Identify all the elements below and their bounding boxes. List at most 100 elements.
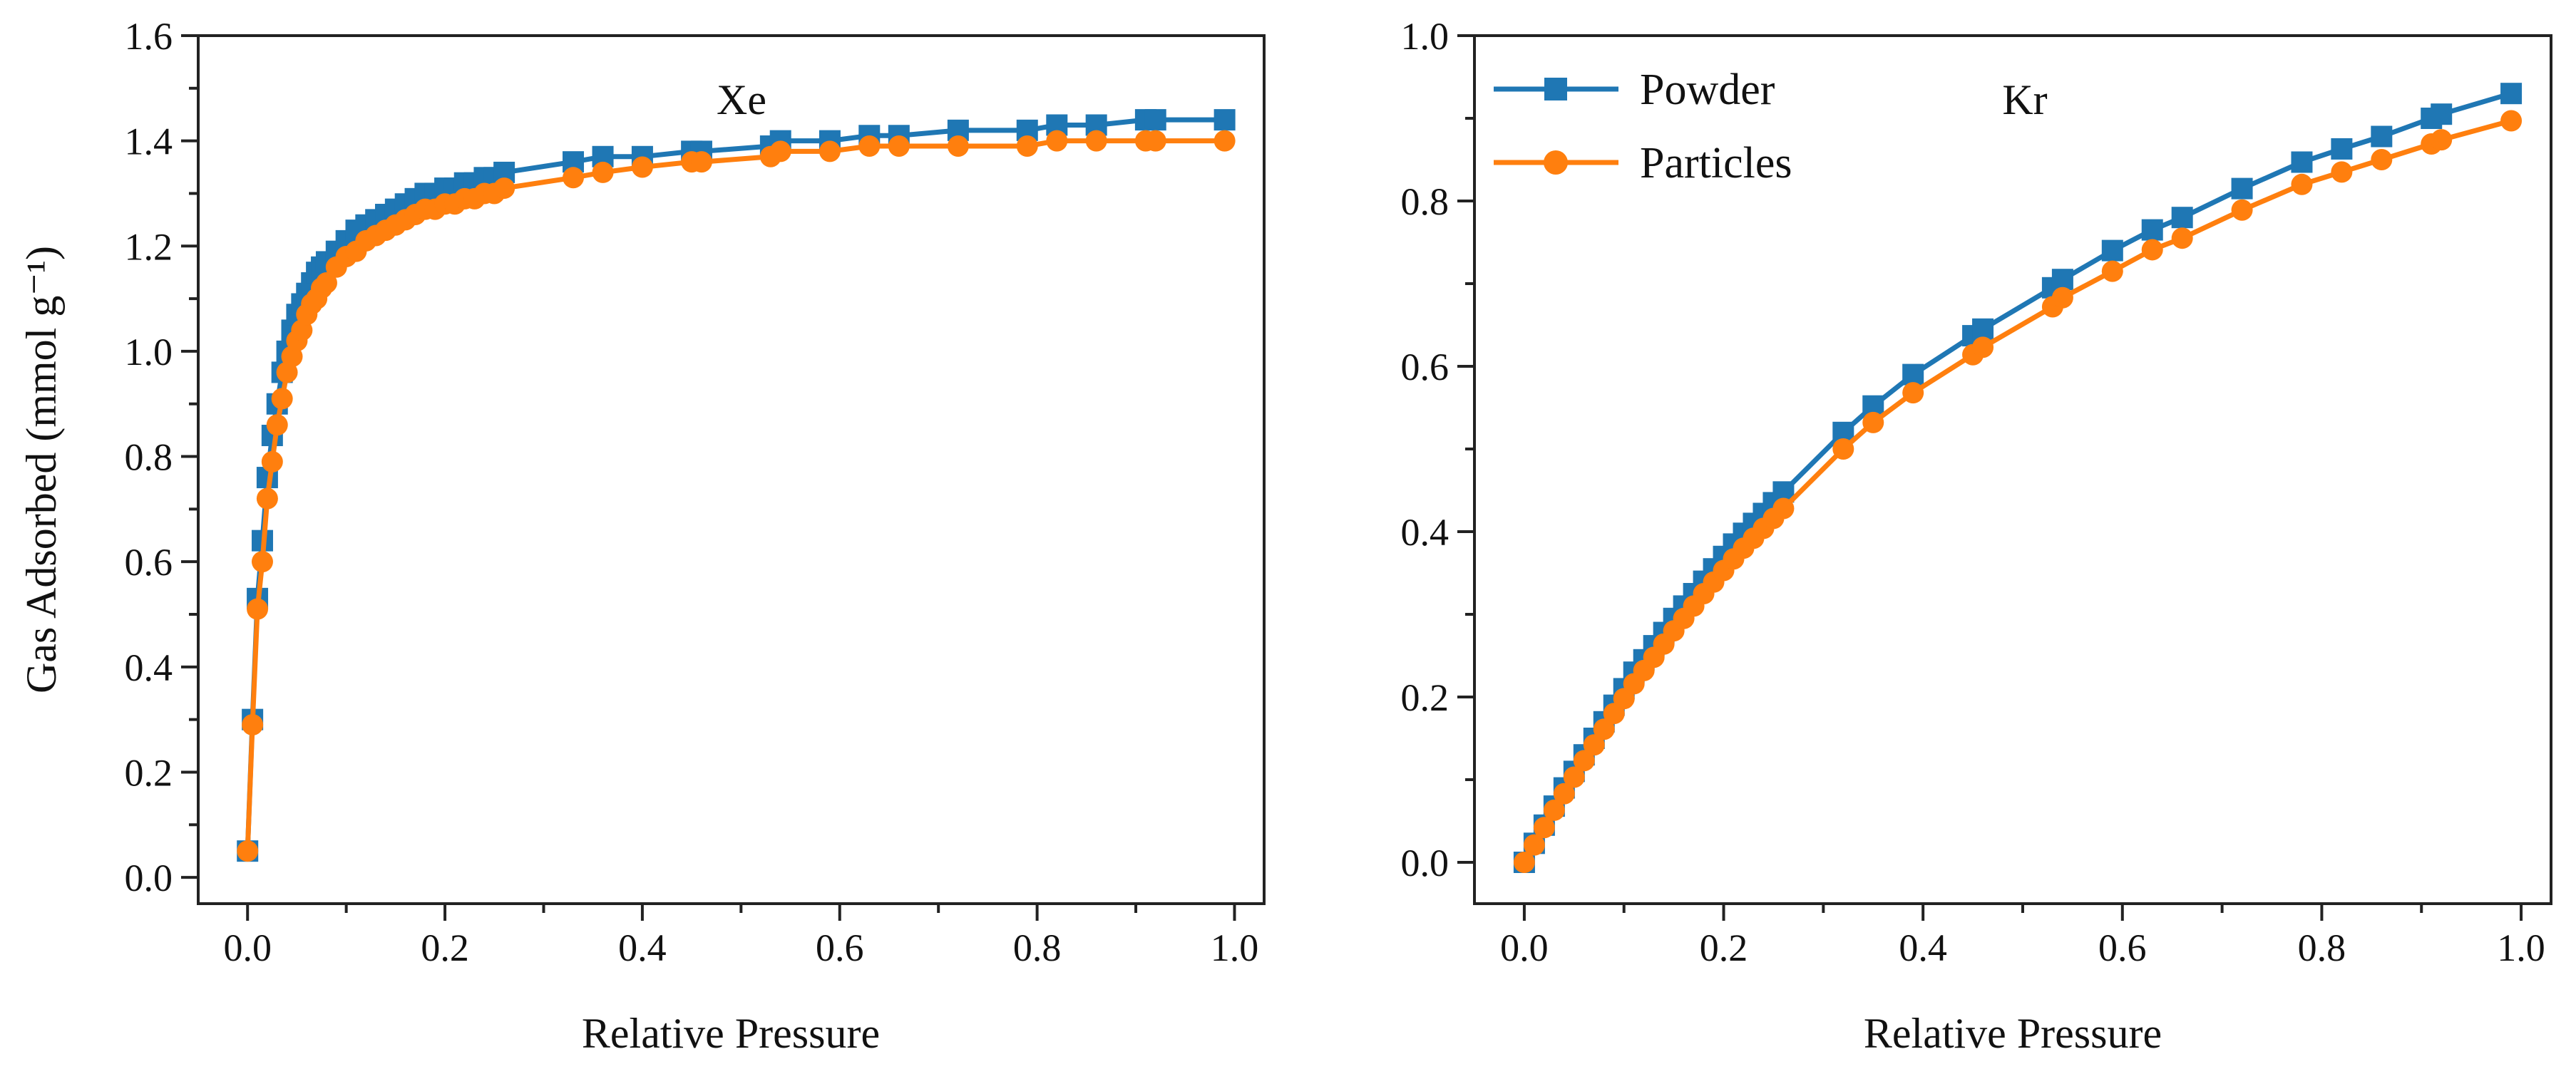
- xe-y-tick-label: 1.6: [125, 15, 173, 58]
- kr-powder-point: [2231, 177, 2253, 200]
- xe-x-tick-label: 0.8: [1013, 926, 1062, 969]
- kr-x-tick-label: 1.0: [2497, 926, 2545, 969]
- xe-y-axis-title: Gas Adsorbed (mmol g⁻¹): [18, 246, 65, 693]
- xe-powder-point: [1144, 109, 1166, 131]
- kr-particles-point: [2371, 149, 2393, 170]
- kr-particles-point: [2171, 227, 2193, 249]
- xe-x-axis-title: Relative Pressure: [582, 1010, 880, 1057]
- chart-kr: 0.0 0.2 0.4 0.6 0.8 1.00.00.20.40.60.81.0 Kr …: [1401, 15, 2552, 1057]
- xe-particles-point: [858, 135, 881, 157]
- kr-particles-point: [1832, 438, 1854, 460]
- xe-particles-point: [947, 135, 969, 157]
- kr-powder-point: [2500, 83, 2523, 105]
- kr-x-tick-label: 0.4: [1899, 926, 1947, 969]
- kr-particles-point: [1573, 750, 1595, 772]
- kr-powder-point: [2431, 103, 2453, 125]
- kr-particles-point: [1593, 718, 1615, 740]
- kr-y-tick-label: 0.2: [1401, 676, 1449, 719]
- chart-xe: 0.0 0.2 0.4 0.6 0.8 1.0 0.0 0.2 0.4 0.6 0.8 1.0 1.2 1…: [18, 15, 1266, 1057]
- xe-particles-line: [245, 138, 1225, 852]
- xe-powder-point: [1213, 109, 1236, 131]
- kr-legend: Powder Particles: [1494, 66, 1792, 187]
- xe-series-layer: [237, 109, 1236, 862]
- xe-y-tick-label: 0.4: [125, 646, 173, 689]
- xe-particles-point: [1213, 130, 1236, 152]
- kr-particles-point: [2500, 110, 2523, 132]
- kr-particles-point: [1862, 411, 1884, 433]
- xe-particles-point: [271, 388, 293, 410]
- kr-powder-line: [1522, 91, 2513, 864]
- kr-x-tick-label: 0.8: [2298, 926, 2346, 969]
- xe-y-tick-label: 0.0: [125, 857, 173, 899]
- xe-particles-point: [563, 167, 585, 189]
- kr-powder-point: [1902, 363, 1924, 386]
- kr-x-tick-label: 0.0: [1500, 926, 1549, 969]
- xe-y-tick-label: 1.2: [125, 225, 173, 268]
- legend-particles-marker: [1544, 150, 1568, 175]
- xe-particles-point: [592, 161, 614, 183]
- xe-y-tick-label: 0.8: [125, 436, 173, 479]
- kr-powder-point: [2141, 219, 2163, 241]
- kr-powder-point: [2291, 151, 2313, 173]
- kr-particles-line: [1522, 118, 2513, 864]
- kr-particles-point: [1772, 497, 1795, 520]
- xe-particles-point: [769, 140, 791, 162]
- kr-x-tick-label: 0.6: [2098, 926, 2147, 969]
- kr-particles-point: [2231, 199, 2253, 221]
- xe-particles-point: [493, 177, 515, 200]
- xe-x-tick-label: 0.4: [618, 926, 667, 969]
- kr-title: Kr: [2002, 76, 2047, 123]
- xe-particles-point: [631, 156, 653, 178]
- xe-particles-point: [1046, 130, 1068, 152]
- kr-particles-point: [1553, 783, 1575, 805]
- xe-particles-point: [888, 135, 910, 157]
- kr-series-layer: [1513, 83, 2523, 873]
- kr-particles-point: [1513, 852, 1535, 873]
- xe-title: Xe: [717, 76, 766, 123]
- kr-powder-point: [2101, 239, 2123, 262]
- kr-powder-point: [1972, 318, 1994, 340]
- xe-x-tick-label: 1.0: [1211, 926, 1259, 969]
- xe-particles-point: [247, 598, 269, 620]
- xe-particles-point: [1085, 130, 1107, 152]
- xe-particles-point: [1016, 135, 1038, 157]
- kr-plot-frame: [1473, 34, 2552, 905]
- kr-particles-point: [2431, 129, 2453, 151]
- xe-particles-point: [315, 272, 337, 294]
- kr-x-axis-title: Relative Pressure: [1864, 1010, 2162, 1057]
- xe-x-tick-label: 0.2: [421, 926, 469, 969]
- xe-y-tick-label: 0.6: [125, 541, 173, 584]
- xe-ticks: 0.0 0.2 0.4 0.6 0.8 1.0 0.0 0.2 0.4 0.6 0.8 1.0 1.2 1…: [125, 15, 1259, 969]
- kr-particles-point: [1972, 336, 1994, 358]
- xe-particles-point: [251, 551, 273, 573]
- kr-particles-point: [2331, 161, 2353, 183]
- kr-particles-point: [1583, 734, 1605, 756]
- xe-particles-point: [256, 487, 278, 510]
- kr-x-tick-label: 0.2: [1700, 926, 1748, 969]
- xe-y-tick-label: 0.2: [125, 751, 173, 794]
- kr-particles-point: [1902, 382, 1924, 404]
- xe-y-tick-label: 1.0: [125, 331, 173, 373]
- xe-particles-point: [237, 840, 259, 862]
- kr-powder-point: [2171, 207, 2193, 229]
- xe-particles-point: [261, 450, 283, 472]
- kr-particles-point: [1533, 817, 1555, 839]
- kr-y-tick-label: 1.0: [1401, 15, 1449, 58]
- kr-y-tick-label: 0.6: [1401, 346, 1449, 388]
- kr-powder-point: [2051, 269, 2073, 291]
- xe-plot-frame: [197, 34, 1266, 905]
- kr-y-tick-label: 0.4: [1401, 511, 1449, 554]
- kr-particles-point: [1543, 799, 1565, 821]
- kr-particles-point: [2051, 286, 2073, 309]
- xe-y-tick-label: 1.4: [125, 120, 173, 163]
- kr-particles-point: [1523, 834, 1545, 856]
- xe-x-tick-label: 0.6: [816, 926, 864, 969]
- kr-y-tick-label: 0.0: [1401, 842, 1449, 884]
- kr-ticks: 0.0 0.2 0.4 0.6 0.8 1.0 0.0 0.2 0.4 0.6 0.8 1.0: [1401, 15, 2545, 969]
- legend-particles-label: Particles: [1640, 139, 1792, 187]
- kr-powder-point: [2331, 138, 2353, 160]
- kr-y-tick-label: 0.8: [1401, 180, 1449, 223]
- kr-particles-point: [1563, 766, 1585, 788]
- xe-particles-point: [242, 714, 264, 736]
- legend-powder-label: Powder: [1640, 66, 1775, 114]
